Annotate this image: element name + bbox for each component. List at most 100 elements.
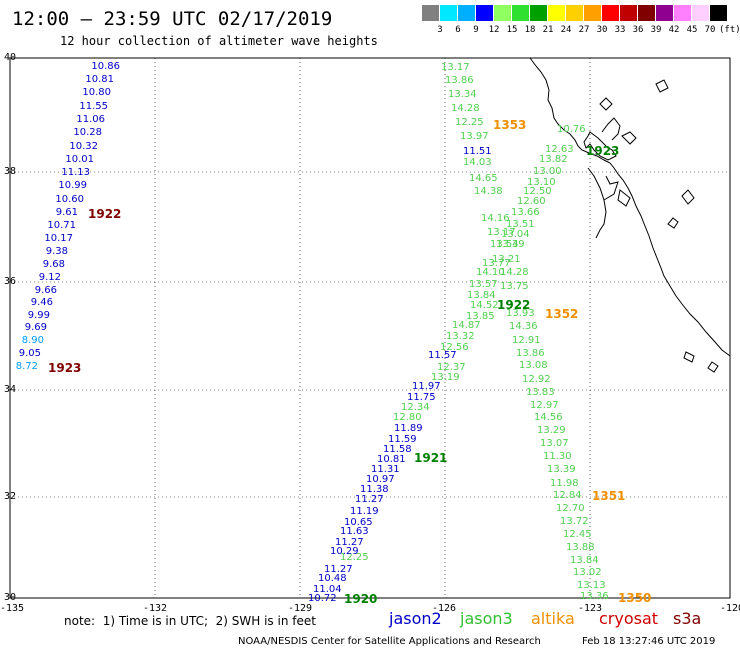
- wave-height-value: 11.58: [383, 444, 412, 455]
- scale-label: 21: [542, 25, 554, 35]
- wave-height-value: 10.72: [308, 593, 337, 604]
- scale-swatch: [422, 5, 439, 21]
- wave-height-value: 9.12: [38, 272, 61, 283]
- pass-time-label: 1921: [414, 451, 448, 465]
- wave-height-value: 13.21: [492, 254, 521, 265]
- pass-time-label: 1922: [497, 298, 531, 312]
- wave-height-value: 12.80: [393, 412, 422, 423]
- wave-height-value: 11.04: [313, 584, 342, 595]
- wave-height-value: 11.75: [407, 392, 436, 403]
- wave-height-value: 13.08: [519, 360, 548, 371]
- wave-height-value: 14.52: [470, 300, 499, 311]
- pass-time-label: 1920: [344, 592, 378, 606]
- wave-height-value: 10.81: [85, 74, 114, 85]
- wave-height-value: 13.17: [487, 227, 516, 238]
- scale-swatch: [566, 5, 583, 21]
- wave-height-value: 9.66: [34, 285, 57, 296]
- satellite-name-altika: altika: [531, 609, 575, 628]
- wave-height-value: 12.91: [512, 335, 541, 346]
- scale-swatch: [584, 5, 601, 21]
- wave-height-value: 13.29: [537, 425, 566, 436]
- wave-height-value: 11.19: [350, 506, 379, 517]
- wave-height-value: 13.39: [496, 239, 525, 250]
- wave-height-value: 10.01: [65, 154, 94, 165]
- scale-label: 24: [560, 25, 572, 35]
- scale-label: 18: [524, 25, 536, 35]
- wave-height-value: 11.63: [340, 526, 369, 537]
- wave-height-value: 10.60: [55, 194, 84, 205]
- wave-height-value: 10.99: [58, 180, 87, 191]
- latitude-label: 32: [4, 491, 17, 502]
- wave-height-value: 12.97: [530, 400, 559, 411]
- wave-height-value: 12.63: [545, 144, 574, 155]
- wave-height-value: 12.92: [522, 374, 551, 385]
- wave-height-value: 11.51: [463, 146, 492, 157]
- wave-height-value: 13.84: [467, 290, 496, 301]
- wave-height-value: 13.00: [533, 166, 562, 177]
- wave-height-value: 12.84: [553, 490, 582, 501]
- wave-height-value: 11.06: [76, 114, 105, 125]
- scale-swatch: [710, 5, 727, 21]
- coastline: [529, 57, 731, 373]
- wave-height-value: 13.19: [431, 372, 460, 383]
- wave-height-value: 12.50: [523, 186, 552, 197]
- wave-height-value: 14.28: [451, 103, 480, 114]
- wave-height-value: 12.70: [556, 503, 585, 514]
- longitude-label: -120: [720, 603, 740, 614]
- scale-swatch: [548, 5, 565, 21]
- pass-time-label: 1351: [592, 489, 626, 503]
- scale-label: 42: [668, 25, 680, 35]
- scale-label: 3: [437, 25, 443, 35]
- wave-height-value: 11.31: [371, 464, 400, 475]
- wave-height-value: 14.65: [469, 173, 498, 184]
- wave-height-value: 10.97: [366, 474, 395, 485]
- scale-label: 45: [686, 25, 698, 35]
- map-title: 12:00 – 23:59 UTC 02/17/2019: [12, 8, 333, 30]
- latitude-label: 30: [4, 592, 17, 603]
- wave-height-value: 11.27: [355, 494, 384, 505]
- wave-height-value: 13.36: [580, 591, 609, 602]
- latitude-label: 40: [4, 52, 17, 63]
- wave-height-value: 8.72: [15, 361, 38, 372]
- wave-height-value: 12.25: [340, 552, 369, 563]
- scale-swatch: [440, 5, 457, 21]
- wave-height-value: 14.16: [481, 213, 510, 224]
- wave-height-value: 11.27: [324, 564, 353, 575]
- wave-height-value: 12.37: [437, 362, 466, 373]
- wave-height-value: 10.28: [73, 127, 102, 138]
- pass-time-label: 1353: [493, 118, 527, 132]
- scale-swatch: [656, 5, 673, 21]
- wave-height-value: 13.83: [526, 387, 555, 398]
- wave-height-value: 13.32: [446, 331, 475, 342]
- scale-swatch: [494, 5, 511, 21]
- wave-height-value: 14.28: [500, 267, 529, 278]
- graticule: [10, 58, 730, 598]
- wave-height-value: 13.75: [500, 281, 529, 292]
- wave-height-value: 14.03: [463, 157, 492, 168]
- scale-label: 70: [704, 25, 716, 35]
- scale-label: 39: [650, 25, 662, 35]
- wave-height-value: 13.77: [482, 258, 511, 269]
- wave-height-value: 9.38: [45, 246, 68, 257]
- pass-time-label: 1923: [48, 361, 82, 375]
- wave-height-value: 13.93: [506, 308, 535, 319]
- scale-label: 33: [614, 25, 626, 35]
- wave-height-value: 11.98: [550, 478, 579, 489]
- latitude-label: 36: [4, 276, 17, 287]
- wave-height-value: 11.89: [394, 423, 423, 434]
- map-frame: [9, 57, 731, 599]
- wave-height-value: 13.04: [501, 229, 530, 240]
- wave-height-value: 13.86: [445, 75, 474, 86]
- wave-height-value: 11.30: [543, 451, 572, 462]
- satellite-name-jason2: jason2: [389, 609, 442, 628]
- wave-height-value: 13.88: [566, 542, 595, 553]
- longitude-label: -129: [288, 603, 313, 614]
- wave-height-value: 10.48: [318, 573, 347, 584]
- wave-height-value: 13.34: [448, 89, 477, 100]
- scale-label: 27: [578, 25, 590, 35]
- wave-height-value: 12.60: [517, 196, 546, 207]
- latitude-label: 34: [4, 384, 17, 395]
- satellite-name-jason3: jason3: [460, 609, 513, 628]
- wave-height-value: 10.29: [330, 546, 359, 557]
- wave-height-value: 13.72: [560, 516, 589, 527]
